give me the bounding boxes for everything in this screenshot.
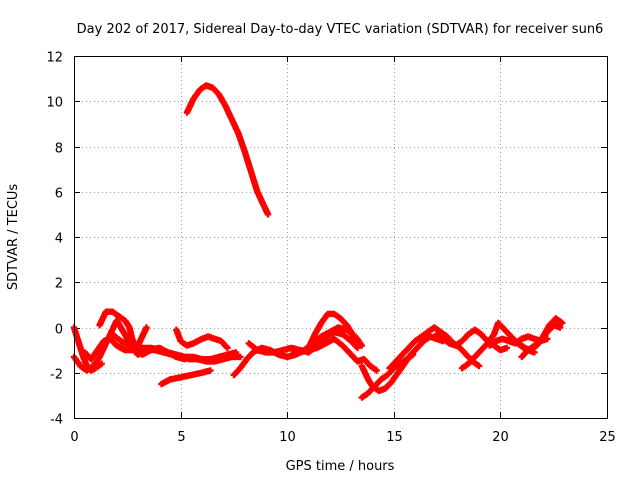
x-tick-label: 0 (70, 430, 78, 445)
data-point (354, 344, 361, 352)
y-tick-label: -2 (50, 368, 63, 383)
y-tick-label: -4 (50, 413, 63, 428)
data-point (224, 344, 231, 352)
data-point (143, 324, 150, 331)
x-tick-label: 5 (177, 430, 185, 445)
grid (74, 56, 607, 418)
data-point (556, 324, 564, 331)
y-tick-label: 2 (55, 277, 63, 292)
data-point (475, 362, 483, 370)
x-tick-label: 20 (492, 430, 509, 445)
data-point (207, 367, 214, 374)
axis-tick-labels: 0 5 10 15 20 25 -4 -2 0 2 4 6 8 10 12 (46, 51, 615, 446)
data-point (559, 319, 566, 327)
plot-frame (74, 56, 608, 419)
y-tick-label: 10 (46, 96, 63, 111)
data-point (503, 344, 510, 352)
y-tick-label: 12 (46, 51, 63, 66)
x-axis-label: GPS time / hours (286, 459, 395, 474)
y-axis-label: SDTVAR / TECUs (6, 184, 21, 291)
data-point (352, 337, 359, 345)
y-tick-label: 4 (55, 232, 63, 247)
y-tick-label: 6 (55, 187, 63, 202)
x-tick-label: 25 (599, 430, 616, 445)
data-point (98, 360, 105, 367)
x-tick-label: 10 (279, 430, 296, 445)
chart-title: Day 202 of 2017, Sidereal Day-to-day VTE… (77, 22, 604, 37)
data-points (70, 82, 566, 401)
y-tick-label: 0 (55, 323, 63, 338)
data-point (409, 351, 417, 358)
x-tick-label: 15 (386, 430, 403, 445)
data-point (237, 353, 244, 361)
data-point (264, 211, 272, 218)
data-point (373, 367, 380, 374)
y-tick-label: 8 (55, 142, 63, 157)
